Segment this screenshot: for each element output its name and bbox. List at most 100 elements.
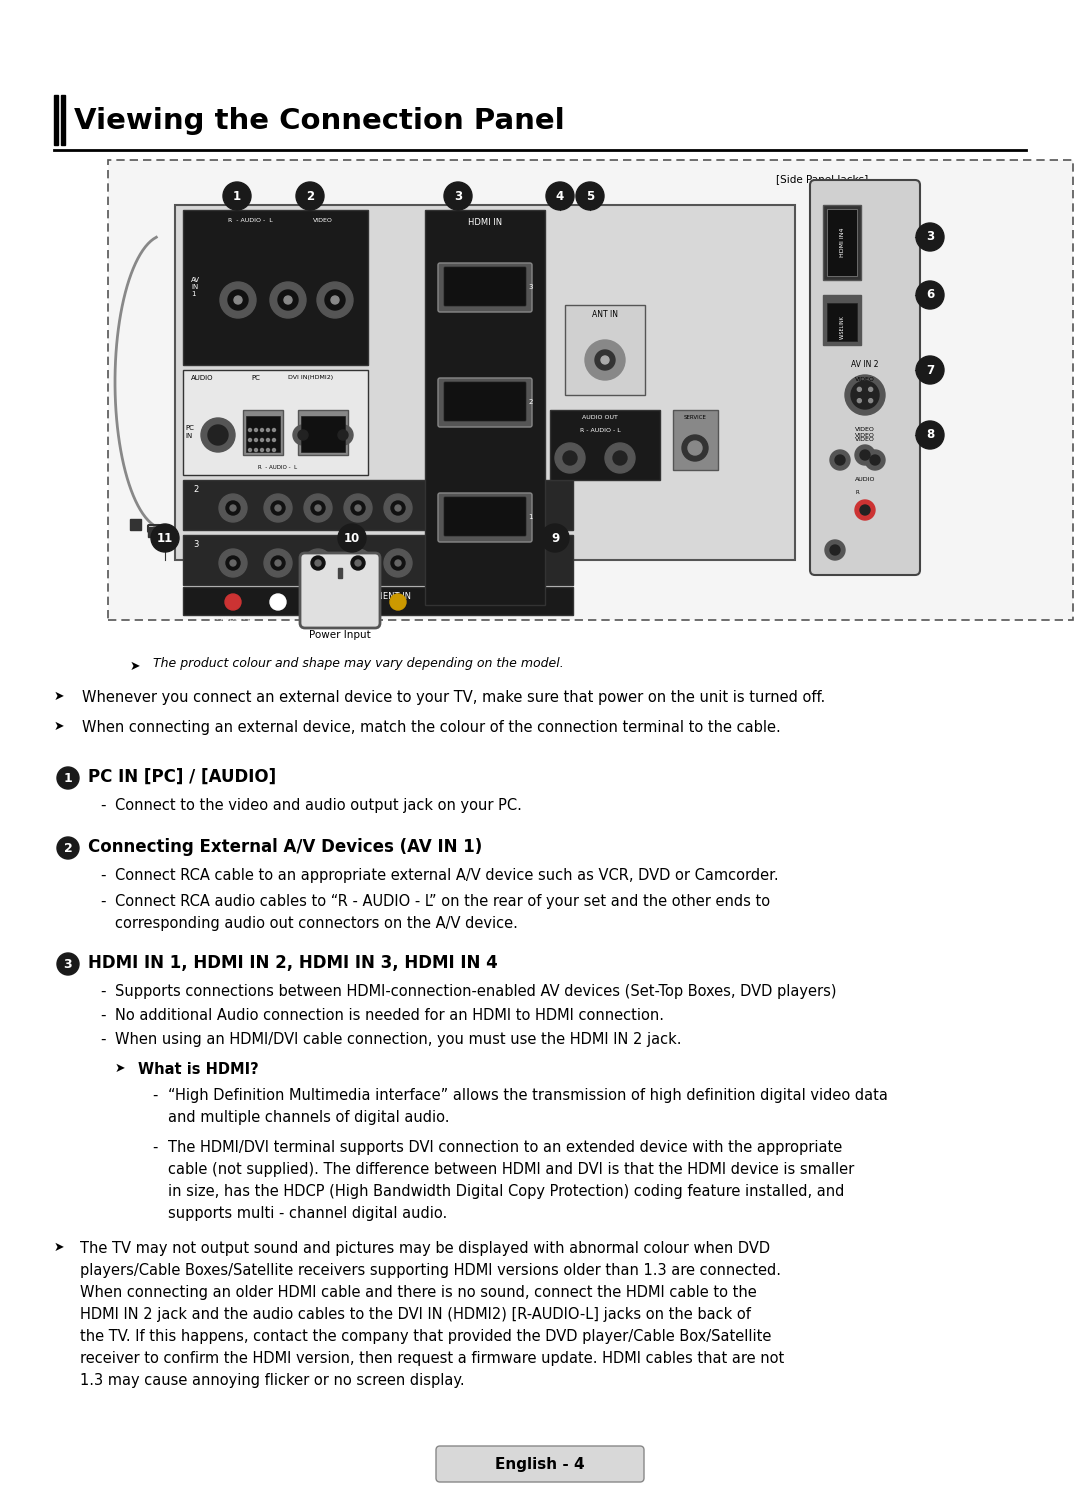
Text: Connect RCA cable to an appropriate external A/V device such as VCR, DVD or Camc: Connect RCA cable to an appropriate exte… [114, 868, 779, 883]
Circle shape [255, 428, 257, 431]
Circle shape [845, 374, 885, 415]
Circle shape [916, 357, 944, 383]
Circle shape [267, 449, 270, 452]
Text: ➤: ➤ [54, 690, 65, 703]
Circle shape [222, 181, 251, 210]
Bar [827, 303, 858, 340]
Bar [54, 95, 58, 146]
Circle shape [311, 556, 325, 571]
Circle shape [391, 556, 405, 571]
Text: R - AUDIO - L: R - AUDIO - L [580, 428, 620, 432]
Circle shape [384, 493, 411, 522]
Text: -: - [152, 1140, 158, 1155]
Circle shape [605, 443, 635, 473]
Bar [183, 587, 573, 615]
Circle shape [355, 505, 361, 511]
Text: HDMI IN: HDMI IN [468, 218, 502, 227]
Circle shape [391, 501, 405, 516]
Circle shape [310, 594, 326, 609]
Text: -: - [100, 1008, 106, 1022]
Bar [183, 480, 573, 531]
Circle shape [57, 953, 79, 975]
Text: receiver to confirm the HDMI version, then request a firmware update. HDMI cable: receiver to confirm the HDMI version, th… [80, 1351, 784, 1366]
Circle shape [338, 429, 348, 440]
Circle shape [201, 418, 235, 452]
Circle shape [831, 450, 850, 470]
Text: Supports connections between HDMI-connection-enabled AV devices (Set-Top Boxes, : Supports connections between HDMI-connec… [114, 984, 837, 999]
Circle shape [600, 357, 609, 364]
Circle shape [868, 398, 873, 403]
Text: Connect RCA audio cables to “R - AUDIO - L” on the rear of your set and the othe: Connect RCA audio cables to “R - AUDIO -… [114, 895, 770, 909]
Circle shape [271, 501, 285, 516]
Circle shape [916, 421, 944, 449]
Circle shape [267, 438, 270, 441]
Circle shape [688, 441, 702, 455]
Circle shape [298, 429, 308, 440]
Text: ANT IN: ANT IN [592, 311, 618, 319]
Circle shape [270, 594, 286, 609]
Bar [183, 370, 368, 476]
Circle shape [595, 351, 615, 370]
Text: No additional Audio connection is needed for an HDMI to HDMI connection.: No additional Audio connection is needed… [114, 1008, 664, 1022]
Circle shape [860, 505, 870, 516]
Text: AV IN 2: AV IN 2 [851, 360, 879, 369]
Text: PC
IN: PC IN [185, 425, 194, 438]
Text: Whenever you connect an external device to your TV, make sure that power on the : Whenever you connect an external device … [82, 690, 825, 704]
Circle shape [296, 181, 324, 210]
Bar [301, 416, 345, 452]
Text: VIDEO: VIDEO [855, 426, 875, 432]
Text: VIDEO: VIDEO [313, 218, 333, 223]
Text: DVI IN(HDMI2): DVI IN(HDMI2) [288, 374, 333, 380]
Circle shape [57, 837, 79, 859]
Circle shape [230, 505, 237, 511]
Text: AV
IN
1: AV IN 1 [191, 276, 200, 297]
Bar [183, 210, 368, 366]
Circle shape [293, 425, 313, 444]
Text: 2: 2 [306, 190, 314, 202]
Bar [243, 410, 283, 455]
Circle shape [870, 455, 880, 465]
Text: and multiple channels of digital audio.: and multiple channels of digital audio. [168, 1110, 449, 1125]
Text: players/Cable Boxes/Satellite receivers supporting HDMI versions older than 1.3 : players/Cable Boxes/Satellite receivers … [80, 1263, 781, 1278]
Text: AUDIO: AUDIO [191, 374, 214, 380]
Circle shape [318, 282, 353, 318]
FancyBboxPatch shape [444, 267, 526, 306]
Circle shape [226, 556, 240, 571]
Circle shape [278, 290, 298, 311]
Text: 3: 3 [926, 230, 934, 244]
Circle shape [208, 425, 228, 444]
Text: 1.3 may cause annoying flicker or no screen display.: 1.3 may cause annoying flicker or no scr… [80, 1373, 464, 1388]
Circle shape [858, 388, 862, 391]
Text: When using an HDMI/DVI cable connection, you must use the HDMI IN 2 jack.: When using an HDMI/DVI cable connection,… [114, 1031, 681, 1048]
Text: VIDEO: VIDEO [855, 377, 875, 382]
Bar [426, 210, 545, 605]
Text: -: - [100, 984, 106, 999]
Circle shape [384, 548, 411, 577]
Text: 2: 2 [528, 400, 534, 406]
FancyBboxPatch shape [438, 377, 532, 426]
Text: COMPONENT IN: COMPONENT IN [345, 591, 411, 600]
Circle shape [831, 545, 840, 554]
Bar [673, 410, 718, 470]
Bar [823, 205, 861, 279]
FancyBboxPatch shape [300, 553, 380, 629]
Text: 10: 10 [343, 532, 360, 544]
Text: R: R [855, 490, 859, 495]
Circle shape [851, 380, 879, 409]
Circle shape [264, 548, 292, 577]
Text: VIDEO: VIDEO [855, 432, 875, 438]
Text: R  - AUDIO -  L: R - AUDIO - L [258, 465, 297, 470]
Text: ➤: ➤ [54, 721, 65, 733]
Circle shape [311, 501, 325, 516]
Text: -: - [100, 1031, 106, 1048]
Circle shape [219, 493, 247, 522]
Circle shape [576, 181, 604, 210]
Circle shape [230, 560, 237, 566]
Text: When connecting an older HDMI cable and there is no sound, connect the HDMI cabl: When connecting an older HDMI cable and … [80, 1285, 757, 1300]
Circle shape [916, 281, 944, 309]
Text: HDMI IN 2 jack and the audio cables to the DVI IN (HDMI2) [R-AUDIO-L] jacks on t: HDMI IN 2 jack and the audio cables to t… [80, 1308, 751, 1323]
Text: R  - AUDIO -  L: R - AUDIO - L [228, 218, 273, 223]
Text: ➤: ➤ [114, 1062, 125, 1074]
Circle shape [272, 428, 275, 431]
Bar [336, 565, 345, 583]
